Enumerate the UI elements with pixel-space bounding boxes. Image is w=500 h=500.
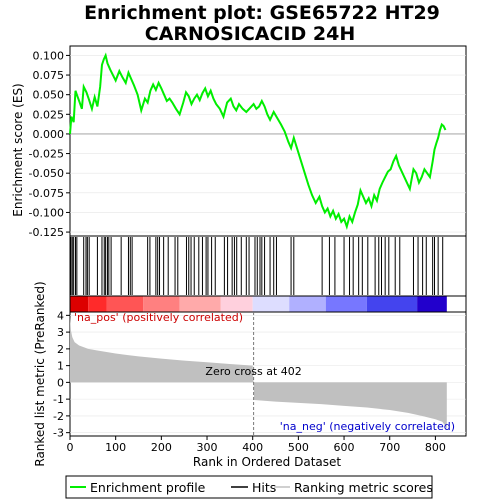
es-y-tick-label: -0.025 [29, 148, 64, 161]
metric-y-tick-label: 3 [57, 326, 64, 339]
enrichment-profile-line [69, 52, 447, 230]
colorbar-segment [417, 296, 447, 312]
x-tick-label: 800 [425, 441, 446, 454]
colorbar-segment [289, 296, 326, 312]
ranking-metric-area [70, 315, 447, 430]
metric-y-tick-label: 4 [57, 309, 64, 322]
metric-y-tick-label: 1 [57, 360, 64, 373]
es-y-axis-label: Enrichment score (ES) [11, 83, 25, 216]
es-panel-gridlines [70, 55, 466, 233]
x-tick-label: 500 [288, 441, 309, 454]
x-axis-label: Rank in Ordered Dataset [193, 455, 341, 469]
es-y-ticks: 0.100 0.075 0.050 0.025 0.000 -0.025 -0.050 -0.… [29, 49, 70, 239]
title-line-1: Enrichment plot: GSE65722 HT29 [84, 2, 440, 24]
x-tick-label: 700 [379, 441, 400, 454]
x-tick-label: 400 [242, 441, 263, 454]
hit-markers [70, 237, 444, 295]
x-tick-label: 300 [197, 441, 218, 454]
colorbar-segment [106, 296, 144, 312]
es-y-tick-label: 0.025 [33, 108, 65, 121]
x-tick-label: 200 [151, 441, 172, 454]
legend-box [65, 475, 433, 499]
es-y-tick-label: 0.075 [33, 69, 65, 82]
colorbar-segment [252, 296, 290, 312]
rank-colorbar [70, 296, 447, 312]
positive-correlation-label: 'na_pos' (positively correlated) [74, 311, 243, 324]
es-y-tick-label: 0.050 [33, 89, 65, 102]
legend-label-enrichment: Enrichment profile [90, 480, 206, 495]
es-y-tick-label: 0.100 [33, 49, 65, 62]
legend-label-ranking: Ranking metric scores [294, 480, 433, 495]
x-tick-label: 600 [334, 441, 355, 454]
colorbar-segment [70, 296, 89, 312]
legend-label-hits: Hits [252, 480, 276, 495]
metric-y-tick-label: 2 [57, 343, 64, 356]
metric-y-tick-label: 0 [57, 376, 64, 389]
negative-correlation-label: 'na_neg' (negatively correlated) [280, 420, 455, 433]
legend: Enrichment profile Hits Ranking metric s… [65, 475, 433, 499]
es-y-tick-label: -0.050 [29, 167, 64, 180]
metric-y-tick-label: -1 [53, 393, 64, 406]
zero-cross-annotation: Zero cross at 402 [205, 365, 301, 378]
colorbar-segment [88, 296, 107, 312]
metric-y-ticks: 4 3 2 1 0 -1 -2 -3 [53, 309, 70, 440]
x-axis-ticks: 0 100 200 300 400 500 600 700 800 [67, 436, 446, 454]
colorbar-segment [220, 296, 253, 312]
title-line-2: CARNOSICACID 24H [145, 23, 355, 45]
es-y-tick-label: -0.125 [29, 226, 64, 239]
es-y-tick-label: -0.100 [29, 206, 64, 219]
es-y-tick-label: 0.000 [33, 128, 65, 141]
x-tick-label: 100 [105, 441, 126, 454]
x-tick-label: 0 [67, 441, 74, 454]
colorbar-segment [179, 296, 221, 312]
es-y-tick-label: -0.075 [29, 187, 64, 200]
metric-y-tick-label: -2 [53, 410, 64, 423]
metric-y-tick-label: -3 [53, 427, 64, 440]
metric-y-axis-label: Ranked list metric (PreRanked) [33, 281, 47, 466]
colorbar-segment [366, 296, 418, 312]
colorbar-segment [143, 296, 180, 312]
colorbar-segment [325, 296, 367, 312]
